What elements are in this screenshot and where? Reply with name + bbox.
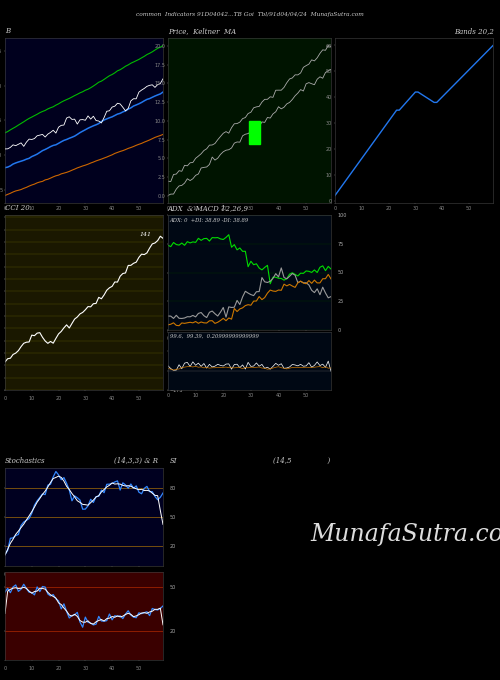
Text: MunafaSutra.com: MunafaSutra.com (310, 524, 500, 547)
Text: (14,3,3) & R: (14,3,3) & R (114, 457, 158, 465)
Text: ADX  & MACD 12,26,9: ADX & MACD 12,26,9 (168, 204, 249, 212)
Text: Bands 20,2: Bands 20,2 (454, 27, 494, 35)
Text: B: B (5, 27, 10, 35)
Text: Price,  Keltner  MA: Price, Keltner MA (168, 27, 236, 35)
FancyBboxPatch shape (248, 121, 260, 143)
Text: (14,5                ): (14,5 ) (273, 457, 330, 465)
Text: common  Indicators 91D04042...TB Goi  Tbl/91d04/04/24  MunafaSutra.com: common Indicators 91D04042...TB Goi Tbl/… (136, 12, 364, 17)
Text: 141: 141 (140, 233, 152, 237)
Text: ADX: 0  +DI: 38.89 -DI: 38.89: ADX: 0 +DI: 38.89 -DI: 38.89 (170, 218, 249, 224)
Text: SI: SI (170, 457, 177, 465)
Text: Stochastics: Stochastics (5, 457, 46, 465)
Text: 99.6,  99.39,  0.20999999999999: 99.6, 99.39, 0.20999999999999 (170, 334, 258, 339)
Text: CCI 20: CCI 20 (5, 204, 30, 212)
